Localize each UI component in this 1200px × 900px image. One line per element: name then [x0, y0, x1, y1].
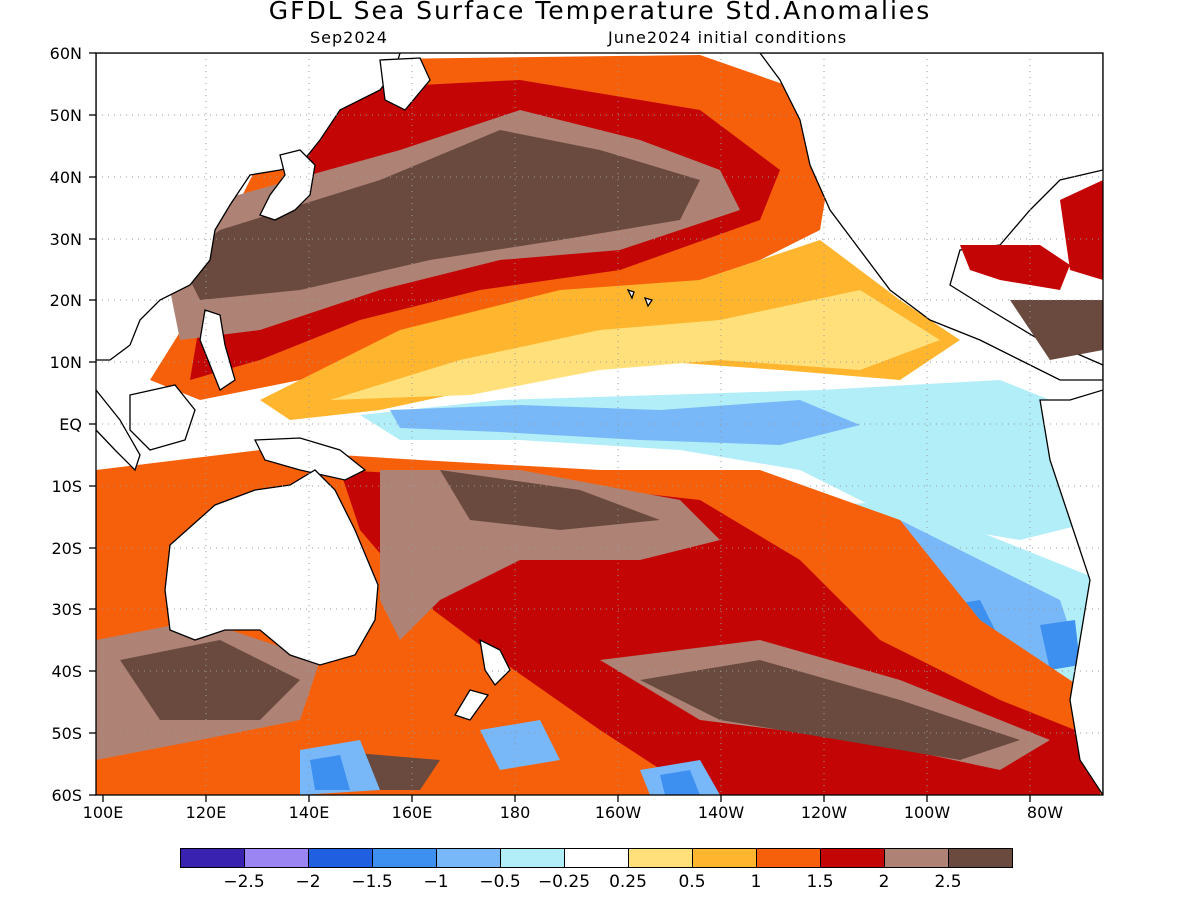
colorbar-swatch: [244, 848, 309, 868]
grid-lines: [96, 53, 1103, 795]
colorbar-label: 1: [750, 872, 762, 892]
land-japan: [259, 149, 316, 221]
colorbar-swatch: [756, 848, 821, 868]
colorbar-swatch: [820, 848, 885, 868]
land-kamchatka: [379, 57, 431, 111]
anomaly-equatorial-cool-blue: [390, 400, 860, 445]
colorbar-label: −1.5: [351, 872, 393, 892]
land-new-zealand: [454, 638, 511, 721]
colorbar-label: 2: [878, 872, 890, 892]
colorbar-label: −0.5: [479, 872, 521, 892]
lat-label-60s: 60S: [51, 786, 82, 805]
land-philippines: [199, 309, 236, 391]
colorbar-swatch: [372, 848, 437, 868]
colorbar-swatch: [308, 848, 373, 868]
land-masses: [96, 53, 1103, 795]
land-australia: [164, 469, 379, 666]
land-new-guinea: [253, 437, 367, 481]
lat-label-30s: 30S: [51, 600, 82, 619]
colorbar-label: −2: [295, 872, 321, 892]
anomaly-gulf-of-mexico: [960, 245, 1070, 290]
lon-label-160e: 160E: [391, 803, 433, 822]
valid-month-label: Sep2024: [310, 28, 388, 47]
lon-label-140w: 140W: [697, 803, 745, 822]
lon-label-120w: 120W: [800, 803, 848, 822]
lon-label-100w: 100W: [903, 803, 951, 822]
colorbar-swatch: [564, 848, 629, 868]
anomaly-patch-north-darkbrown: [180, 130, 700, 300]
lon-label-180: 180: [499, 803, 531, 822]
lat-label-30n: 30N: [49, 230, 82, 249]
land-asia: [96, 53, 401, 361]
lat-label-eq: EQ: [59, 415, 82, 434]
land-north-america: [759, 53, 1103, 381]
anomaly-atlantic-red: [1060, 180, 1103, 280]
colorbar-swatch: [500, 848, 565, 868]
anomaly-patch-south-darkbrown: [120, 470, 1020, 790]
colorbar-swatch: [180, 848, 245, 868]
init-conditions-label: June2024 initial conditions: [608, 28, 848, 47]
lat-label-10s: 10S: [51, 477, 82, 496]
colorbar-swatch: [948, 848, 1013, 868]
map-title: GFDL Sea Surface Temperature Std.Anomali…: [268, 0, 932, 25]
lon-label-140e: 140E: [288, 803, 330, 822]
land-sumatra: [96, 388, 141, 472]
lat-label-50s: 50S: [51, 724, 82, 743]
lat-label-20s: 20S: [51, 539, 82, 558]
lon-label-80w: 80W: [1026, 803, 1064, 822]
map-field: [96, 53, 1103, 795]
lat-label-40n: 40N: [49, 168, 82, 187]
anomaly-caribbean-brown: [1010, 300, 1103, 360]
land-borneo: [129, 384, 196, 451]
colorbar-swatch: [436, 848, 501, 868]
colorbar-label: −0.25: [537, 872, 591, 892]
lon-label-100e: 100E: [82, 803, 124, 822]
colorbar-label: 0.25: [609, 872, 647, 892]
lon-label-160w: 160W: [594, 803, 642, 822]
lat-label-50n: 50N: [49, 106, 82, 125]
anomaly-southern-cool-patch: [300, 720, 720, 795]
land-south-america: [1039, 389, 1103, 795]
axis-ticks: [89, 52, 1031, 802]
colorbar-swatch: [692, 848, 757, 868]
colorbar-label: 2.5: [934, 872, 962, 892]
colorbar-label: −1: [423, 872, 449, 892]
colorbar-label: 1.5: [806, 872, 834, 892]
lat-label-10n: 10N: [49, 353, 82, 372]
colorbar-label: −2.5: [223, 872, 265, 892]
colorbar-swatch: [628, 848, 693, 868]
lat-label-40s: 40S: [51, 662, 82, 681]
anomaly-band-subtropical-lightyellow: [330, 290, 940, 400]
lat-label-60n: 60N: [49, 44, 82, 63]
lon-label-120e: 120E: [185, 803, 227, 822]
lat-label-20n: 20N: [49, 291, 82, 310]
colorbar-label: 0.5: [678, 872, 706, 892]
land-hawaii: [626, 288, 654, 308]
colorbar-swatch: [884, 848, 949, 868]
